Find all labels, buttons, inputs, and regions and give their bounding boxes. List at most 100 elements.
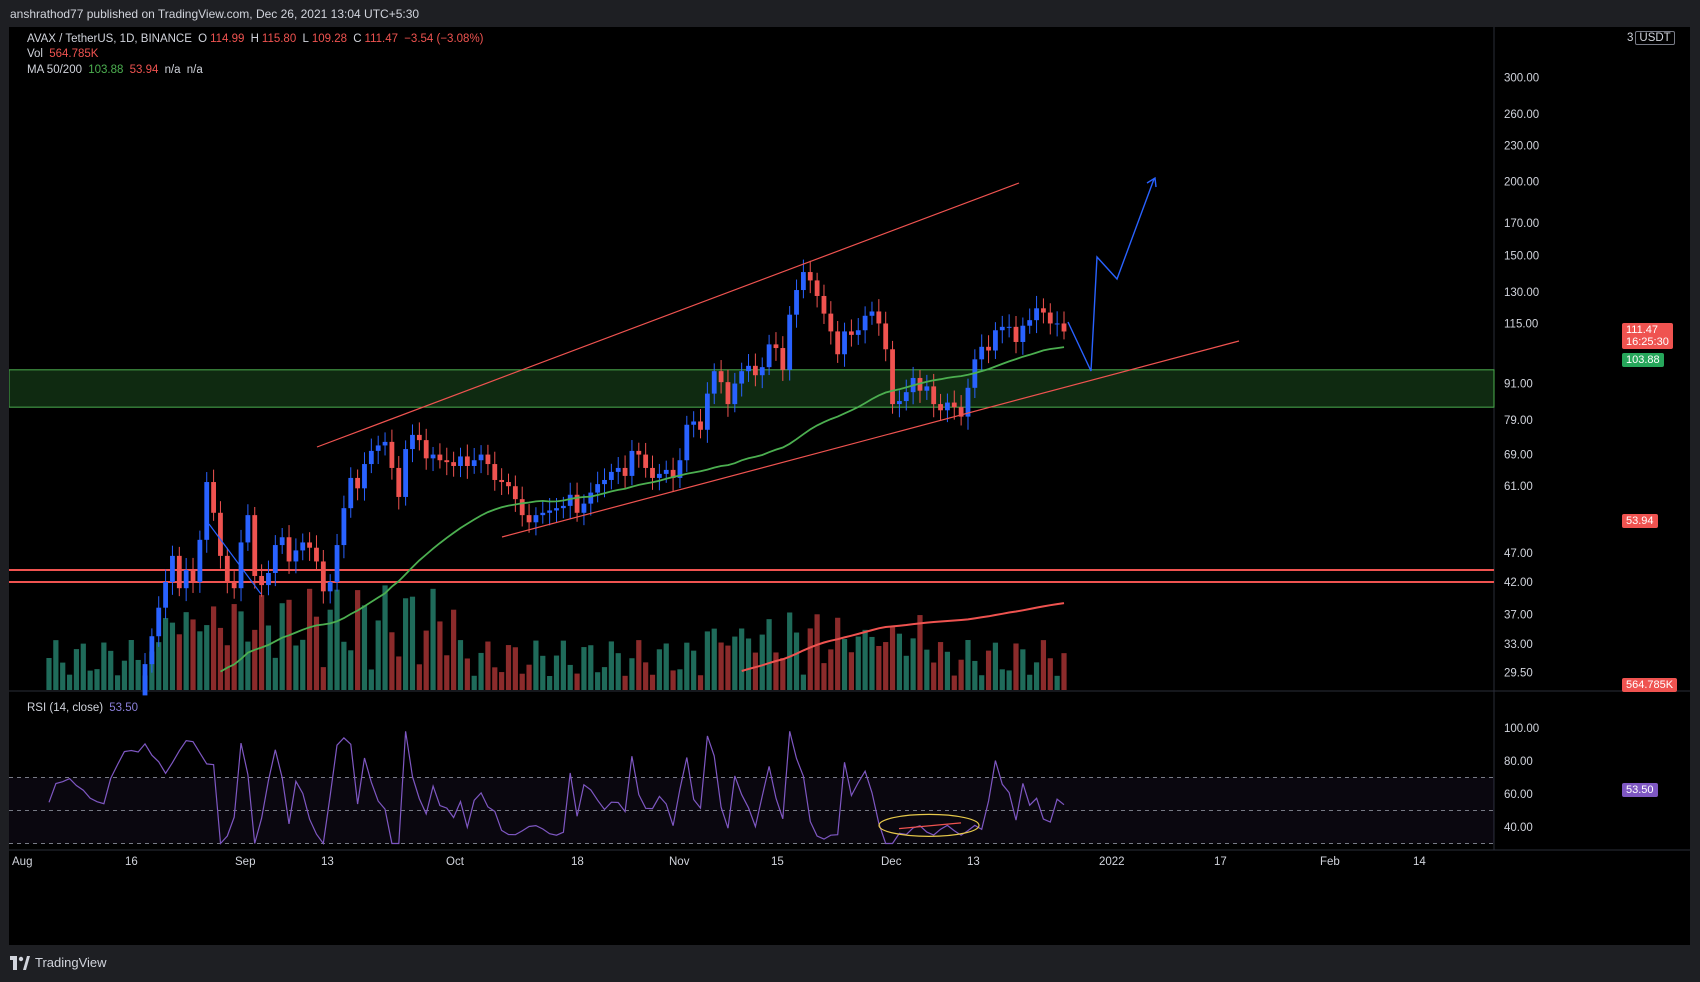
volume-bar <box>944 651 951 690</box>
currency-selector[interactable]: 3 USDT <box>1627 31 1675 45</box>
price-tick-label: 33.00 <box>1504 639 1533 651</box>
volume-bar <box>471 675 477 690</box>
candle-body <box>190 570 196 582</box>
candle-body <box>485 454 491 465</box>
volume-bar <box>293 645 299 690</box>
low-value: 109.28 <box>311 33 348 45</box>
candle-body <box>1013 326 1019 342</box>
volume-bar <box>601 667 608 690</box>
volume-bar <box>691 650 697 690</box>
candle-body <box>204 482 210 540</box>
volume-bar <box>114 675 121 690</box>
rsi-line <box>48 731 1065 846</box>
volume-bar <box>1047 658 1053 690</box>
candle-body <box>245 515 251 543</box>
volume-bar <box>697 675 704 690</box>
volume-bar <box>348 650 354 690</box>
volume-bar <box>848 652 855 690</box>
candle-body <box>389 441 395 468</box>
time-tick-label: Oct <box>446 856 465 868</box>
volume-bar <box>307 588 313 690</box>
volume-bar <box>210 606 217 690</box>
volume-bar <box>931 662 937 690</box>
channel-upper-line <box>316 182 1020 448</box>
time-tick-label: Sep <box>235 856 255 868</box>
volume-bar <box>355 590 361 690</box>
candle-body <box>869 311 875 316</box>
candle-body <box>183 570 189 589</box>
candle-body <box>540 512 546 516</box>
candle-body <box>903 392 909 402</box>
ma50-value: 103.88 <box>88 64 124 76</box>
volume-bar <box>889 626 896 690</box>
volume-bar <box>66 674 73 690</box>
rsi-divergence-line <box>898 822 962 830</box>
candle-body <box>766 344 772 368</box>
candle-body <box>259 575 265 586</box>
candle-body <box>375 445 381 451</box>
volume-bar <box>101 642 107 690</box>
volume-bar <box>615 653 621 690</box>
volume-bar <box>732 636 738 690</box>
candle-body <box>437 454 443 461</box>
volume-bar <box>951 675 957 690</box>
rsi-divergence-ellipse <box>878 813 980 837</box>
chart-canvas[interactable]: 300.00 260.00 230.00 200.00 170.00 150.00 130.… <box>9 27 1690 945</box>
candle-body <box>444 460 450 463</box>
candle-body <box>938 404 943 411</box>
candle-body <box>718 371 724 383</box>
volume-bar <box>492 667 498 690</box>
candle-body <box>595 484 601 493</box>
volume-bar <box>1040 640 1047 690</box>
candle-body <box>567 494 573 506</box>
high-value: 115.80 <box>261 33 297 45</box>
volume-bar <box>73 649 80 690</box>
projection-path <box>1067 178 1155 372</box>
price-tick-label: 260.00 <box>1504 109 1539 121</box>
volume-bar <box>204 625 210 690</box>
volume-bar <box>965 640 971 690</box>
volume-bar <box>759 634 765 690</box>
volume-bar <box>752 652 758 690</box>
candle-body <box>684 424 690 461</box>
price-tick-label: 37.00 <box>1504 610 1533 622</box>
candle-body <box>965 387 971 417</box>
candle-body <box>958 407 964 417</box>
candle-body <box>499 479 505 483</box>
volume-bar <box>313 616 320 690</box>
volume-bar <box>821 663 827 690</box>
candle-body <box>492 464 498 480</box>
volume-bar <box>162 618 169 690</box>
candle-body <box>320 561 326 592</box>
rsi-label: RSI (14, close) <box>27 702 104 714</box>
change-value: −3.54 (−3.08%) <box>404 33 484 45</box>
candle-body <box>403 449 409 497</box>
volume-bar <box>231 604 237 690</box>
volume-bar <box>917 615 923 690</box>
candle-body <box>471 460 477 466</box>
volume-bar <box>286 599 292 690</box>
volume-bar <box>560 640 566 690</box>
rsi-tick-label: 40.00 <box>1504 822 1533 834</box>
candle-body <box>855 330 861 335</box>
candle-body <box>142 664 148 696</box>
candle-body <box>231 582 237 589</box>
candle-body <box>986 346 991 351</box>
candle-body <box>780 348 786 370</box>
volume-bar <box>183 612 189 690</box>
price-tick-label: 200.00 <box>1504 176 1539 188</box>
candle-body <box>711 371 717 394</box>
time-tick-label: 18 <box>571 856 584 868</box>
volume-bar <box>519 673 525 690</box>
chart-panel[interactable]: 300.00 260.00 230.00 200.00 170.00 150.00 130.… <box>9 27 1690 945</box>
volume-bar <box>245 641 251 690</box>
tradingview-logo[interactable]: TradingView <box>10 955 107 970</box>
volume-bar <box>135 659 141 690</box>
volume-bar <box>855 636 861 690</box>
candle-body <box>266 572 271 586</box>
candle-body <box>890 349 895 405</box>
candle-body <box>677 460 683 478</box>
volume-bar <box>972 660 978 690</box>
volume-bar <box>169 622 176 690</box>
ma200-badge: 53.94 <box>1622 514 1658 528</box>
